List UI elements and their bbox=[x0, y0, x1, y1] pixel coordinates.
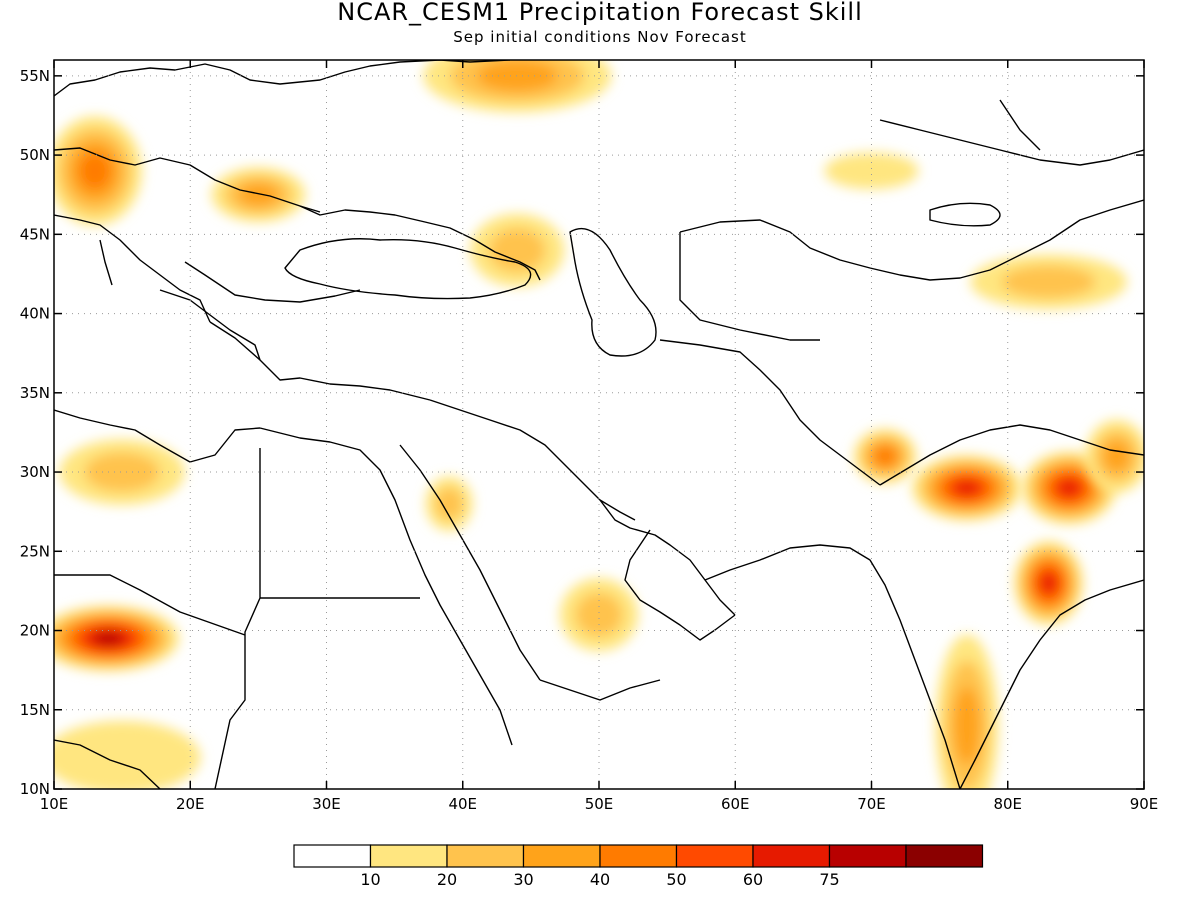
colorbar-swatch bbox=[599, 844, 678, 868]
skill-region bbox=[211, 167, 306, 223]
y-tick-label: 10N bbox=[20, 780, 50, 798]
skill-region bbox=[59, 439, 185, 505]
map-title: NCAR_CESM1 Precipitation Forecast Skill bbox=[337, 0, 863, 26]
skill-region bbox=[1085, 419, 1144, 493]
colorbar: 10 20 30 40 50 60 75 bbox=[293, 844, 984, 889]
colorbar-swatch bbox=[905, 844, 984, 868]
colorbar-swatch bbox=[446, 844, 525, 868]
y-tick-label: 50N bbox=[20, 146, 50, 164]
x-tick-label: 30E bbox=[312, 795, 341, 813]
skill-contour bbox=[79, 152, 111, 190]
skill-field bbox=[54, 60, 1144, 789]
x-tick-label: 80E bbox=[993, 795, 1022, 813]
x-tick-label: 50E bbox=[585, 795, 614, 813]
skill-region bbox=[54, 605, 179, 672]
colorbar-label: 50 bbox=[666, 870, 686, 889]
y-tick-label: 15N bbox=[20, 701, 50, 719]
y-tick-label: 30N bbox=[20, 463, 50, 481]
skill-region bbox=[559, 578, 639, 652]
colorbar-label: 30 bbox=[513, 870, 533, 889]
skill-contour bbox=[84, 452, 160, 492]
x-tick-label: 60E bbox=[721, 795, 750, 813]
skill-region bbox=[970, 254, 1127, 310]
skill-region bbox=[1014, 541, 1084, 625]
y-tick-label: 40N bbox=[20, 305, 50, 323]
skill-region bbox=[54, 116, 142, 226]
skill-contour bbox=[1058, 479, 1080, 497]
x-tick-label: 40E bbox=[448, 795, 477, 813]
skill-region bbox=[912, 455, 1022, 521]
x-tick-label: 10E bbox=[40, 795, 69, 813]
skill-region bbox=[54, 720, 201, 789]
y-tick-label: 45N bbox=[20, 225, 50, 243]
skill-region bbox=[423, 60, 612, 113]
axis-ticks: 10E 20E 30E 40E 50E 60E 70E 80E 90E 10N 15N 20N 25N 3… bbox=[20, 60, 1159, 813]
skill-region bbox=[470, 213, 565, 287]
skill-contour bbox=[575, 592, 623, 637]
skill-contour bbox=[954, 480, 980, 496]
colorbar-label: 20 bbox=[437, 870, 457, 889]
colorbar-swatch bbox=[752, 844, 831, 868]
skill-contour bbox=[1103, 440, 1131, 472]
y-tick-label: 20N bbox=[20, 622, 50, 640]
colorbar-label: 60 bbox=[743, 870, 763, 889]
x-tick-label: 70E bbox=[857, 795, 886, 813]
skill-contour bbox=[953, 686, 981, 765]
colorbar-swatch bbox=[675, 844, 754, 868]
colorbar-label: 40 bbox=[590, 870, 610, 889]
x-tick-label: 90E bbox=[1130, 795, 1159, 813]
skill-region bbox=[824, 152, 919, 190]
skill-contour bbox=[54, 720, 201, 789]
skill-contour bbox=[435, 487, 464, 521]
colorbar-swatch bbox=[522, 844, 601, 868]
y-tick-label: 35N bbox=[20, 384, 50, 402]
skill-contour bbox=[874, 447, 896, 466]
skill-contour bbox=[94, 631, 123, 646]
skill-contour bbox=[489, 228, 546, 273]
skill-contour bbox=[476, 60, 558, 92]
skill-region bbox=[935, 634, 999, 789]
colorbar-swatch bbox=[828, 844, 907, 868]
colorbar-swatch bbox=[293, 844, 372, 868]
skill-contour bbox=[238, 182, 279, 207]
y-tick-label: 55N bbox=[20, 67, 50, 85]
skill-contour bbox=[824, 152, 919, 190]
skill-contour bbox=[1040, 573, 1057, 593]
colorbar-label: 10 bbox=[360, 870, 380, 889]
skill-region bbox=[425, 476, 473, 532]
colorbar-label: 75 bbox=[819, 870, 839, 889]
x-tick-label: 20E bbox=[176, 795, 205, 813]
skill-region bbox=[853, 428, 917, 484]
skill-contour bbox=[1001, 265, 1096, 299]
colorbar-swatch bbox=[369, 844, 448, 868]
map-subtitle: Sep initial conditions Nov Forecast bbox=[453, 28, 747, 46]
y-tick-label: 25N bbox=[20, 542, 50, 560]
